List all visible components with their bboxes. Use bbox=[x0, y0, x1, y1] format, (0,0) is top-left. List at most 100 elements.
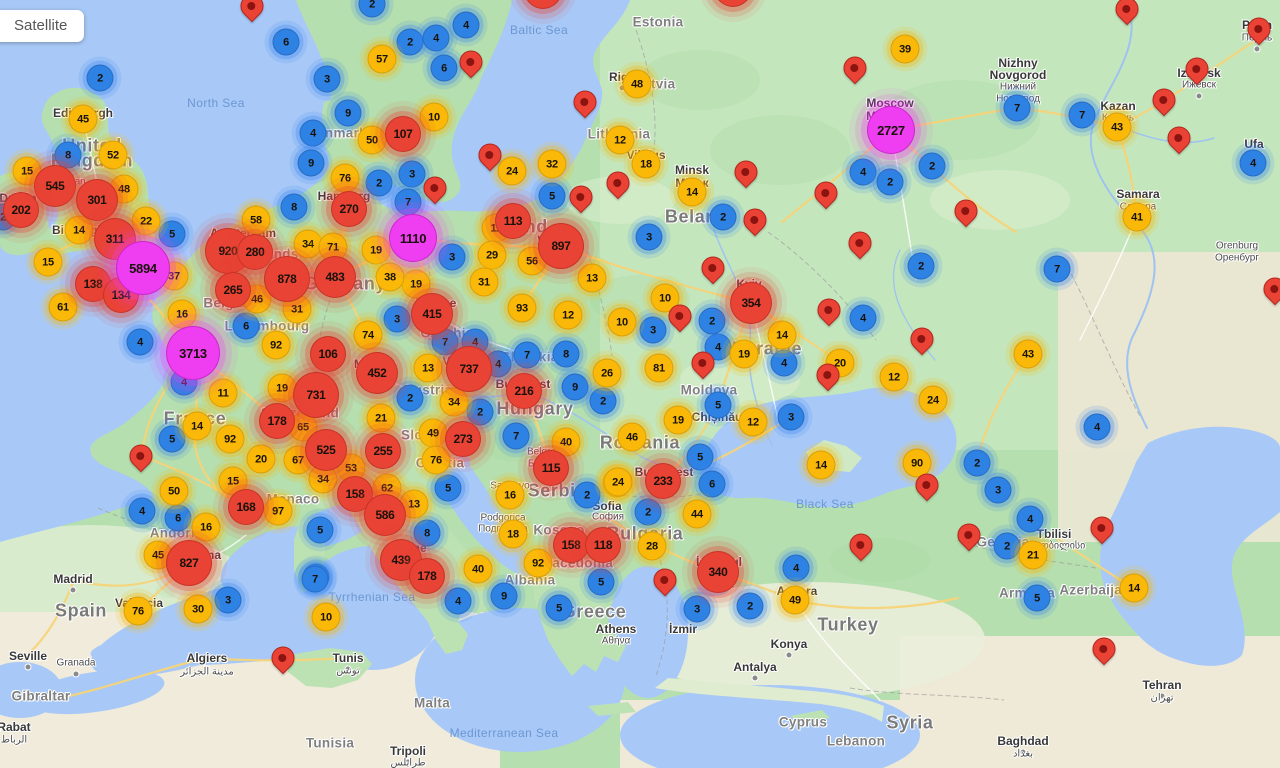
cluster-marker[interactable]: 92 bbox=[215, 424, 245, 454]
cluster-marker[interactable]: 21 bbox=[366, 403, 396, 433]
cluster-marker[interactable]: 5 bbox=[545, 594, 573, 622]
cluster-marker[interactable]: 4 bbox=[849, 158, 877, 186]
cluster-marker[interactable]: 18 bbox=[498, 519, 528, 549]
cluster-marker[interactable]: 24 bbox=[918, 385, 948, 415]
cluster-marker[interactable]: 106 bbox=[310, 336, 346, 372]
cluster-marker[interactable]: 2727 bbox=[867, 106, 915, 154]
cluster-marker[interactable]: 731 bbox=[293, 372, 339, 418]
cluster-marker[interactable]: 92 bbox=[261, 330, 291, 360]
cluster-marker[interactable]: 2 bbox=[396, 28, 424, 56]
cluster-marker[interactable]: 233 bbox=[645, 463, 681, 499]
cluster-marker[interactable]: 9 bbox=[297, 149, 325, 177]
cluster-marker[interactable]: 16 bbox=[191, 512, 221, 542]
cluster-marker[interactable]: 4 bbox=[452, 11, 480, 39]
cluster-marker[interactable]: 57 bbox=[367, 44, 397, 74]
cluster-marker[interactable]: 115 bbox=[533, 450, 569, 486]
cluster-marker[interactable]: 14 bbox=[64, 215, 94, 245]
cluster-marker[interactable]: 415 bbox=[411, 293, 453, 335]
cluster-marker[interactable]: 280 bbox=[237, 234, 273, 270]
cluster-marker[interactable]: 483 bbox=[314, 256, 356, 298]
cluster-marker[interactable]: 452 bbox=[356, 352, 398, 394]
cluster-marker[interactable]: 1110 bbox=[389, 214, 437, 262]
cluster-marker[interactable]: 178 bbox=[259, 403, 295, 439]
cluster-marker[interactable]: 44 bbox=[682, 499, 712, 529]
cluster-marker[interactable]: 586 bbox=[364, 494, 406, 536]
cluster-marker[interactable]: 3 bbox=[383, 305, 411, 333]
cluster-marker[interactable]: 5 bbox=[306, 516, 334, 544]
cluster-marker[interactable]: 2 bbox=[86, 64, 114, 92]
cluster-marker[interactable]: 4 bbox=[770, 349, 798, 377]
cluster-marker[interactable]: 3 bbox=[438, 243, 466, 271]
cluster-marker[interactable]: 12 bbox=[553, 300, 583, 330]
cluster-marker[interactable]: 40 bbox=[463, 554, 493, 584]
cluster-marker[interactable]: 76 bbox=[421, 445, 451, 475]
cluster-marker[interactable]: 14 bbox=[767, 320, 797, 350]
cluster-marker[interactable]: 32 bbox=[537, 149, 567, 179]
cluster-marker[interactable]: 13 bbox=[577, 263, 607, 293]
cluster-marker[interactable]: 31 bbox=[469, 267, 499, 297]
cluster-marker[interactable]: 48 bbox=[622, 69, 652, 99]
cluster-marker[interactable]: 6 bbox=[430, 54, 458, 82]
cluster-marker[interactable]: 9 bbox=[334, 99, 362, 127]
cluster-marker[interactable]: 2 bbox=[365, 169, 393, 197]
cluster-marker[interactable]: 24 bbox=[603, 467, 633, 497]
cluster-marker[interactable]: 12 bbox=[605, 125, 635, 155]
cluster-marker[interactable]: 8 bbox=[413, 519, 441, 547]
cluster-marker[interactable]: 38 bbox=[375, 262, 405, 292]
cluster-marker[interactable]: 2 bbox=[963, 449, 991, 477]
cluster-marker[interactable]: 7 bbox=[301, 565, 329, 593]
cluster-marker[interactable]: 6 bbox=[164, 504, 192, 532]
cluster-marker[interactable]: 50 bbox=[159, 476, 189, 506]
cluster-marker[interactable]: 76 bbox=[330, 163, 360, 193]
cluster-marker[interactable]: 5 bbox=[1023, 584, 1051, 612]
cluster-marker[interactable]: 2 bbox=[589, 387, 617, 415]
cluster-marker[interactable]: 4 bbox=[126, 328, 154, 356]
cluster-marker[interactable]: 2 bbox=[466, 398, 494, 426]
cluster-marker[interactable]: 45 bbox=[68, 104, 98, 134]
cluster-marker[interactable]: 10 bbox=[607, 307, 637, 337]
cluster-marker[interactable]: 46 bbox=[617, 422, 647, 452]
cluster-marker[interactable]: 56 bbox=[517, 246, 547, 276]
cluster-marker[interactable]: 525 bbox=[305, 429, 347, 471]
cluster-marker[interactable]: 9 bbox=[561, 373, 589, 401]
cluster-marker[interactable]: 3 bbox=[313, 65, 341, 93]
cluster-marker[interactable]: 18 bbox=[631, 149, 661, 179]
cluster-marker[interactable]: 4 bbox=[1083, 413, 1111, 441]
cluster-marker[interactable]: 13 bbox=[413, 353, 443, 383]
cluster-marker[interactable]: 5 bbox=[158, 425, 186, 453]
cluster-marker[interactable]: 2 bbox=[876, 168, 904, 196]
cluster-marker[interactable]: 270 bbox=[331, 191, 367, 227]
cluster-marker[interactable]: 301 bbox=[76, 179, 118, 221]
cluster-marker[interactable]: 2 bbox=[396, 384, 424, 412]
cluster-marker[interactable]: 7 bbox=[1068, 101, 1096, 129]
cluster-marker[interactable]: 3 bbox=[398, 160, 426, 188]
cluster-marker[interactable]: 14 bbox=[182, 411, 212, 441]
cluster-marker[interactable]: 6 bbox=[272, 28, 300, 56]
cluster-marker[interactable]: 878 bbox=[264, 256, 310, 302]
cluster-marker[interactable]: 8 bbox=[280, 193, 308, 221]
cluster-marker[interactable]: 216 bbox=[506, 373, 542, 409]
cluster-marker[interactable]: 7 bbox=[1003, 94, 1031, 122]
cluster-marker[interactable]: 4 bbox=[1239, 149, 1267, 177]
cluster-marker[interactable]: 21 bbox=[1018, 540, 1048, 570]
cluster-marker[interactable]: 74 bbox=[353, 320, 383, 350]
cluster-marker[interactable]: 20 bbox=[246, 444, 276, 474]
cluster-marker[interactable]: 4 bbox=[444, 587, 472, 615]
cluster-marker[interactable]: 58 bbox=[241, 205, 271, 235]
cluster-marker[interactable]: 8 bbox=[552, 340, 580, 368]
cluster-marker[interactable]: 5 bbox=[158, 220, 186, 248]
cluster-marker[interactable]: 14 bbox=[806, 450, 836, 480]
cluster-marker[interactable]: 3 bbox=[635, 223, 663, 251]
cluster-marker[interactable]: 2 bbox=[907, 252, 935, 280]
cluster-marker[interactable]: 737 bbox=[446, 346, 492, 392]
cluster-marker[interactable]: 9 bbox=[490, 582, 518, 610]
cluster-marker[interactable]: 5 bbox=[434, 474, 462, 502]
cluster-marker[interactable]: 30 bbox=[183, 594, 213, 624]
cluster-marker[interactable]: 16 bbox=[167, 299, 197, 329]
cluster-marker[interactable]: 255 bbox=[365, 433, 401, 469]
cluster-marker[interactable]: 7 bbox=[513, 341, 541, 369]
cluster-marker[interactable]: 43 bbox=[1102, 112, 1132, 142]
cluster-marker[interactable]: 2 bbox=[573, 481, 601, 509]
cluster-marker[interactable]: 52 bbox=[98, 140, 128, 170]
cluster-marker[interactable]: 7 bbox=[1043, 255, 1071, 283]
